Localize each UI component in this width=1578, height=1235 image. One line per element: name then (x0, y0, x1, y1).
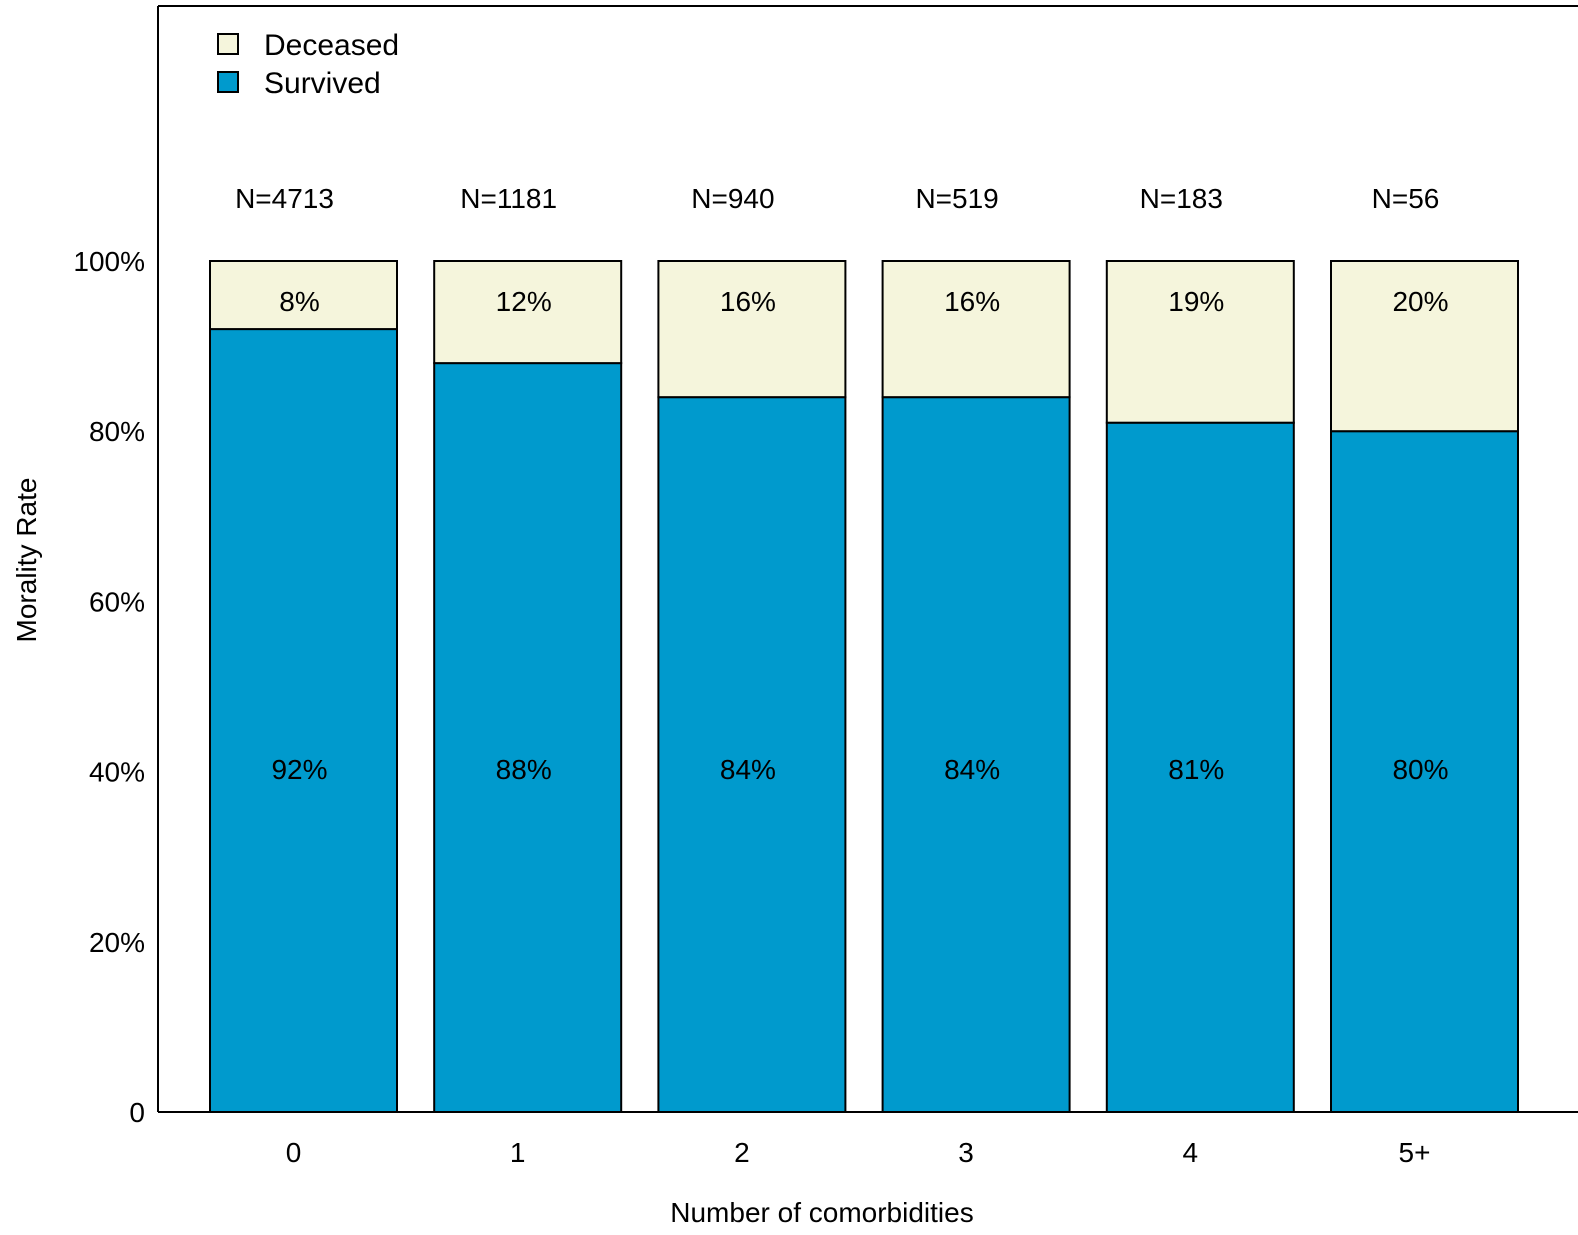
legend-label-survived: Survived (264, 67, 381, 100)
y-ticks-layer: 0 20% 40% 60% 80% 100% (73, 246, 145, 1128)
data-label-survived-5: 80% (1392, 754, 1448, 785)
data-label-deceased-4: 19% (1168, 286, 1224, 317)
bar-survived-0 (209, 328, 398, 1113)
y-axis-title: Morality Rate (11, 478, 42, 643)
bars-layer (209, 260, 1519, 1114)
labels-layer: 8% 92% N=4713 12% 88% N=1181 16% 84% N=940 16% 84%… (235, 183, 1448, 785)
bar-survived-3 (881, 396, 1071, 1114)
x-tick-label-3: 3 (958, 1137, 974, 1168)
bar-survived-4 (1105, 421, 1295, 1113)
n-label-4: N=183 (1140, 183, 1223, 214)
bar-deceased-0 (209, 260, 398, 331)
n-label-3: N=519 (915, 183, 998, 214)
legend-swatch-survived (217, 71, 239, 93)
data-label-deceased-3: 16% (944, 286, 1000, 317)
x-tick-label-1: 1 (510, 1137, 526, 1168)
data-label-survived-3: 84% (944, 754, 1000, 785)
y-tick-label-1: 20% (89, 927, 145, 958)
bar-deceased-3 (881, 260, 1071, 399)
legend-swatch-deceased (217, 33, 239, 55)
y-tick-label-4: 80% (89, 416, 145, 447)
bar-survived-1 (433, 362, 623, 1113)
n-label-1: N=1181 (460, 183, 557, 214)
x-axis-title: Number of comorbidities (670, 1197, 973, 1228)
y-tick-label-5: 100% (73, 246, 145, 277)
data-label-survived-4: 81% (1168, 754, 1224, 785)
bar-deceased-1 (433, 260, 623, 365)
data-label-deceased-0: 8% (279, 286, 319, 317)
data-label-deceased-1: 12% (496, 286, 552, 317)
n-label-5: N=56 (1372, 183, 1440, 214)
x-tick-label-4: 4 (1183, 1137, 1199, 1168)
x-ticks-layer: 0 1 2 3 4 5+ (286, 1137, 1431, 1168)
bar-deceased-5 (1330, 260, 1519, 433)
bar-survived-5 (1330, 430, 1519, 1113)
n-label-2: N=940 (691, 183, 774, 214)
data-label-survived-1: 88% (496, 754, 552, 785)
data-label-deceased-2: 16% (720, 286, 776, 317)
bar-deceased-2 (657, 260, 847, 399)
y-tick-label-3: 60% (89, 586, 145, 617)
bar-survived-2 (657, 396, 847, 1114)
y-tick-label-0: 0 (129, 1097, 145, 1128)
x-tick-label-2: 2 (734, 1137, 750, 1168)
x-tick-label-5: 5+ (1399, 1137, 1431, 1168)
bar-deceased-4 (1105, 260, 1295, 424)
data-label-deceased-5: 20% (1392, 286, 1448, 317)
x-tick-label-0: 0 (286, 1137, 302, 1168)
legend-label-deceased: Deceased (264, 29, 399, 62)
n-label-0: N=4713 (235, 183, 334, 214)
data-label-survived-2: 84% (720, 754, 776, 785)
y-tick-label-2: 40% (89, 757, 145, 788)
data-label-survived-0: 92% (271, 754, 327, 785)
legend: Deceased Survived (217, 29, 399, 100)
